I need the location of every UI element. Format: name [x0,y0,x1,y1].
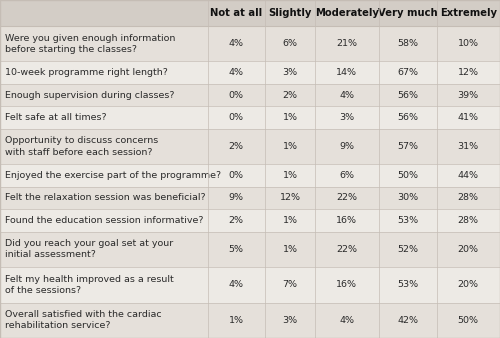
Bar [0,187,500,209]
Text: 20%: 20% [458,280,479,289]
Text: 9%: 9% [339,142,354,151]
Text: 3%: 3% [282,68,298,77]
Text: Not at all: Not at all [210,8,262,18]
Text: 31%: 31% [458,142,479,151]
Bar [0,232,500,267]
Text: 4%: 4% [339,316,354,325]
Text: 9%: 9% [229,193,244,202]
Text: 2%: 2% [229,142,244,151]
Text: Slightly: Slightly [268,8,312,18]
Text: 53%: 53% [397,280,418,289]
Text: 1%: 1% [282,245,298,254]
Text: 4%: 4% [229,280,244,289]
Text: 14%: 14% [336,68,357,77]
Text: 2%: 2% [229,216,244,225]
Text: 57%: 57% [397,142,418,151]
Text: 28%: 28% [458,193,479,202]
Text: 22%: 22% [336,245,357,254]
Bar [0,267,500,303]
Text: 50%: 50% [397,171,418,180]
Text: 3%: 3% [339,113,354,122]
Text: 58%: 58% [397,39,418,48]
Bar [0,209,500,232]
Bar [0,164,500,187]
Bar [0,303,500,338]
Text: Were you given enough information
before starting the classes?: Were you given enough information before… [5,33,175,54]
Text: 4%: 4% [229,39,244,48]
Text: 28%: 28% [458,216,479,225]
Text: 30%: 30% [397,193,418,202]
Text: 6%: 6% [282,39,298,48]
Text: Opportunity to discuss concerns
with staff before each session?: Opportunity to discuss concerns with sta… [5,136,158,157]
Text: 22%: 22% [336,193,357,202]
Text: 1%: 1% [282,113,298,122]
Text: 6%: 6% [339,171,354,180]
Text: 10%: 10% [458,39,479,48]
Text: 39%: 39% [458,91,479,100]
Bar [0,62,500,84]
Bar [0,26,500,62]
Text: Overall satisfied with the cardiac
rehabilitation service?: Overall satisfied with the cardiac rehab… [5,310,162,331]
Text: 7%: 7% [282,280,298,289]
Bar [0,84,500,106]
Text: 0%: 0% [229,171,244,180]
Bar [0,106,500,129]
Text: Moderately: Moderately [315,8,378,18]
Text: 44%: 44% [458,171,479,180]
Text: 16%: 16% [336,216,357,225]
Bar [0,0,500,26]
Text: 0%: 0% [229,113,244,122]
Text: 67%: 67% [397,68,418,77]
Text: 42%: 42% [397,316,418,325]
Text: 1%: 1% [229,316,244,325]
Text: 2%: 2% [282,91,298,100]
Text: 1%: 1% [282,216,298,225]
Bar [0,129,500,164]
Text: Extremely: Extremely [440,8,497,18]
Text: 41%: 41% [458,113,479,122]
Text: 4%: 4% [339,91,354,100]
Text: 5%: 5% [229,245,244,254]
Text: Did you reach your goal set at your
initial assessment?: Did you reach your goal set at your init… [5,239,173,260]
Text: Enough supervision during classes?: Enough supervision during classes? [5,91,174,100]
Text: Found the education session informative?: Found the education session informative? [5,216,203,225]
Text: 4%: 4% [229,68,244,77]
Text: 0%: 0% [229,91,244,100]
Text: 12%: 12% [458,68,479,77]
Text: 3%: 3% [282,316,298,325]
Text: 50%: 50% [458,316,479,325]
Text: 56%: 56% [397,91,418,100]
Text: 1%: 1% [282,171,298,180]
Text: 1%: 1% [282,142,298,151]
Text: Felt my health improved as a result
of the sessions?: Felt my health improved as a result of t… [5,274,174,295]
Text: 21%: 21% [336,39,357,48]
Text: Very much: Very much [378,8,438,18]
Text: 12%: 12% [280,193,300,202]
Text: 10-week programme right length?: 10-week programme right length? [5,68,168,77]
Text: 52%: 52% [397,245,418,254]
Text: 16%: 16% [336,280,357,289]
Text: 20%: 20% [458,245,479,254]
Text: Felt safe at all times?: Felt safe at all times? [5,113,106,122]
Text: 56%: 56% [397,113,418,122]
Text: Felt the relaxation session was beneficial?: Felt the relaxation session was benefici… [5,193,205,202]
Text: Enjoyed the exercise part of the programme?: Enjoyed the exercise part of the program… [5,171,221,180]
Text: 53%: 53% [397,216,418,225]
